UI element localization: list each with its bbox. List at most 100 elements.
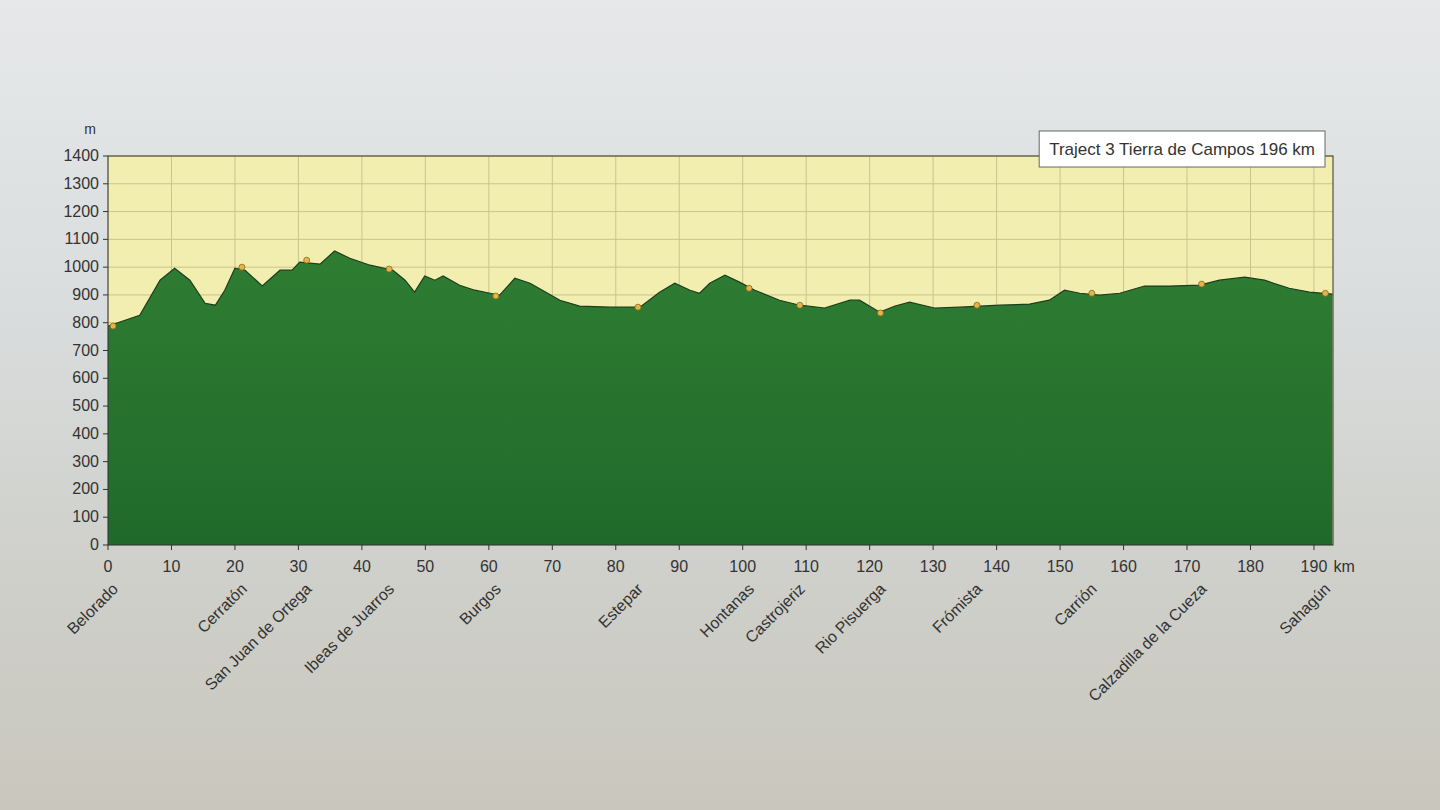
tick bbox=[103, 545, 108, 546]
place-label: Frómista bbox=[929, 580, 985, 636]
place-dot bbox=[1199, 281, 1205, 287]
tick bbox=[1060, 545, 1061, 550]
grid-line bbox=[108, 211, 1333, 212]
tick-label: 700 bbox=[72, 342, 99, 359]
tick bbox=[103, 517, 108, 518]
tick-label: 900 bbox=[72, 286, 99, 303]
tick-label: 0 bbox=[90, 536, 99, 553]
tick-label: 90 bbox=[670, 558, 688, 575]
tick-label: 40 bbox=[353, 558, 371, 575]
tick-label: 80 bbox=[607, 558, 625, 575]
place-label: Sahagún bbox=[1276, 580, 1333, 637]
tick-label: 100 bbox=[72, 508, 99, 525]
tick bbox=[103, 378, 108, 379]
tick bbox=[103, 433, 108, 434]
place-dot bbox=[239, 264, 245, 270]
place-dot bbox=[1089, 290, 1095, 296]
tick-label: 70 bbox=[543, 558, 561, 575]
tick-label: 1000 bbox=[63, 258, 99, 275]
tick bbox=[103, 406, 108, 407]
tick bbox=[171, 545, 172, 550]
tick-label: 50 bbox=[416, 558, 434, 575]
tick-label: 500 bbox=[72, 397, 99, 414]
tick bbox=[679, 545, 680, 550]
tick bbox=[1313, 545, 1314, 550]
grid-line bbox=[108, 183, 1333, 184]
tick bbox=[488, 545, 489, 550]
tick bbox=[103, 211, 108, 212]
tick-label: 160 bbox=[1110, 558, 1137, 575]
title-box: Traject 3 Tierra de Campos 196 km bbox=[1039, 131, 1325, 167]
tick bbox=[996, 545, 997, 550]
tick-label: 60 bbox=[480, 558, 498, 575]
area-group bbox=[108, 251, 1332, 545]
tick-label: 0 bbox=[104, 558, 113, 575]
place-label: Estepar bbox=[595, 580, 646, 631]
tick-label: 170 bbox=[1174, 558, 1201, 575]
place-dot bbox=[974, 302, 980, 308]
tick-label: 30 bbox=[290, 558, 308, 575]
chart: 0100200300400500600700800900100011001200… bbox=[0, 0, 1440, 810]
place-dot bbox=[746, 285, 752, 291]
tick-label: 1300 bbox=[63, 175, 99, 192]
tick bbox=[108, 545, 109, 550]
place-dot bbox=[635, 304, 641, 310]
place-dot bbox=[797, 302, 803, 308]
tick bbox=[103, 322, 108, 323]
tick-label: 100 bbox=[729, 558, 756, 575]
grid bbox=[108, 156, 1333, 545]
tick-label: 400 bbox=[72, 425, 99, 442]
elevation-line bbox=[108, 251, 1332, 326]
place-dot bbox=[1322, 290, 1328, 296]
tick bbox=[1187, 545, 1188, 550]
tick-label: 10 bbox=[163, 558, 181, 575]
tick bbox=[1250, 545, 1251, 550]
place-dot bbox=[304, 257, 310, 263]
tick-label: 130 bbox=[920, 558, 947, 575]
place-label: Carrión bbox=[1051, 580, 1100, 629]
tick bbox=[806, 545, 807, 550]
tick bbox=[103, 183, 108, 184]
tick-label: 20 bbox=[226, 558, 244, 575]
tick bbox=[103, 267, 108, 268]
tick-label: 600 bbox=[72, 369, 99, 386]
elevation-area bbox=[108, 251, 1332, 545]
axis-title: km bbox=[1333, 558, 1354, 575]
tick bbox=[103, 156, 108, 157]
place-label: San Juan de Ortega bbox=[201, 580, 314, 693]
tick-label: 180 bbox=[1237, 558, 1264, 575]
place-label: Rio Pisuerga bbox=[812, 580, 889, 657]
place-label: Calzadilla de la Cueza bbox=[1085, 580, 1210, 705]
place-dot bbox=[110, 323, 116, 329]
tick-label: 800 bbox=[72, 314, 99, 331]
place-dot bbox=[877, 310, 883, 316]
plot-frame bbox=[108, 156, 1333, 545]
tick bbox=[103, 350, 108, 351]
title-background bbox=[1039, 131, 1325, 167]
tick bbox=[869, 545, 870, 550]
place-label: Cerratón bbox=[194, 580, 250, 636]
title: Traject 3 Tierra de Campos 196 km bbox=[1049, 140, 1315, 159]
tick-label: 1400 bbox=[63, 147, 99, 164]
y-axis: 0100200300400500600700800900100011001200… bbox=[63, 121, 108, 553]
place-labels: Belorado CerratónSan Juan de OrtegaIbeas … bbox=[64, 580, 1334, 705]
tick bbox=[615, 545, 616, 550]
grid-line bbox=[108, 239, 1333, 240]
place-dot bbox=[386, 266, 392, 272]
tick-label: 110 bbox=[793, 558, 819, 575]
place-label: Belorado bbox=[64, 580, 121, 637]
place-dot bbox=[493, 293, 499, 299]
tick bbox=[298, 545, 299, 550]
tick bbox=[425, 545, 426, 550]
tick bbox=[103, 294, 108, 295]
tick-label: 200 bbox=[72, 480, 99, 497]
place-label: Castrojeriz bbox=[742, 580, 808, 646]
tick bbox=[933, 545, 934, 550]
tick bbox=[1123, 545, 1124, 550]
grid-line bbox=[108, 267, 1333, 268]
tick-label: 140 bbox=[983, 558, 1010, 575]
tick-label: 300 bbox=[72, 453, 99, 470]
tick bbox=[103, 489, 108, 490]
tick bbox=[103, 461, 108, 462]
place-label: Ibeas de Juarros bbox=[301, 580, 397, 676]
